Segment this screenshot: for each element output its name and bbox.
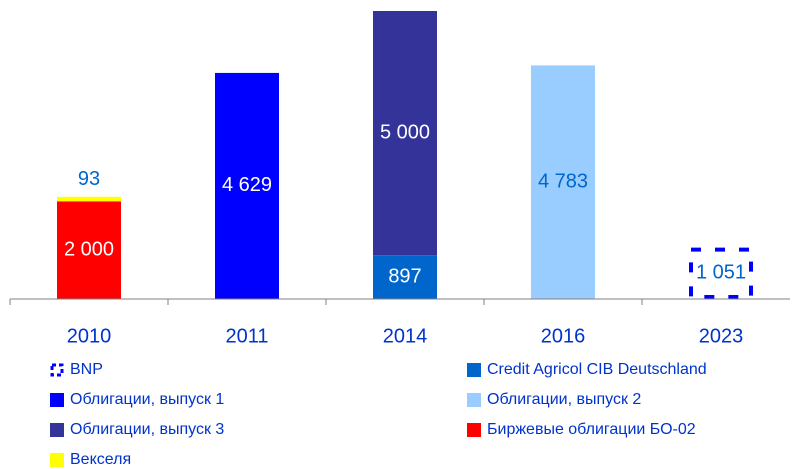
data-label: 4 783: [538, 170, 588, 192]
legend-marker: [50, 423, 64, 437]
x-tick-label: 2014: [383, 325, 428, 347]
x-tick-label: 2023: [699, 325, 744, 347]
legend-marker: [467, 363, 481, 377]
data-label: 5 000: [380, 121, 430, 143]
bar-segment: [57, 196, 121, 202]
legend-label: Биржевые облигации БО-02: [487, 421, 696, 438]
legend-marker: [50, 393, 64, 407]
legend-label: Векселя: [70, 451, 131, 468]
legend-label: Облигации, выпуск 2: [487, 391, 641, 408]
bar-segment: [689, 247, 753, 300]
legend-marker: [467, 423, 481, 437]
bar-segment: [373, 11, 437, 256]
data-label: 4 629: [222, 174, 272, 196]
data-label: 897: [388, 265, 421, 287]
legend-label: Облигации, выпуск 3: [70, 421, 224, 438]
bar-segment: [373, 255, 437, 299]
legend-label: Credit Agricol CIB Deutschland: [487, 361, 707, 378]
data-label: 1 051: [696, 262, 746, 284]
x-tick-label: 2011: [225, 325, 268, 347]
legend-label: BNP: [70, 361, 103, 378]
bar-segment: [215, 72, 279, 299]
data-label: 93: [78, 168, 100, 190]
legend-marker: [467, 393, 481, 407]
bar-segment: [57, 201, 121, 299]
legend-marker: [50, 453, 64, 467]
x-tick-label: 2010: [67, 325, 112, 347]
bar-segment: [531, 65, 595, 299]
legend-label: Облигации, выпуск 1: [70, 391, 224, 408]
data-label: 2 000: [64, 238, 114, 260]
legend-marker: [50, 363, 64, 377]
x-tick-label: 2016: [541, 325, 586, 347]
